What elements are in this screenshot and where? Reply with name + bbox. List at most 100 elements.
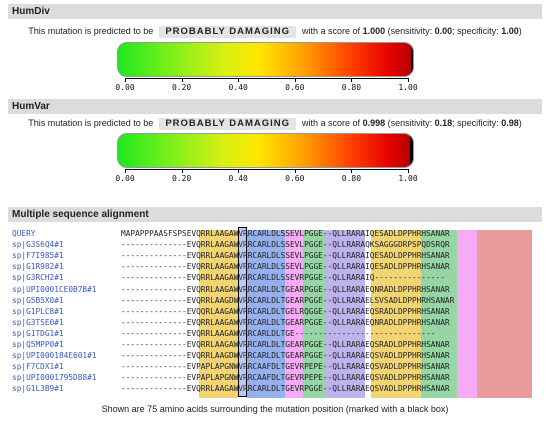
humdiv-header: HumDiv — [8, 4, 542, 19]
humdiv-tick-mark — [408, 78, 409, 82]
msa-sequence-link[interactable]: sp|G1L3B9#1 — [12, 384, 64, 394]
msa-color-band-cys — [285, 230, 303, 398]
msa-color-band-polar-2 — [421, 230, 457, 398]
msa-color-band-positive — [247, 230, 285, 398]
humvar-tick-mark — [238, 169, 240, 173]
humvar-score-marker — [410, 134, 413, 167]
msa-color-band-acidic — [457, 230, 477, 398]
msa-sequence: --------------EVQRRLAAGAWVRRCARLDLSSEVLP… — [121, 262, 450, 272]
humdiv-tick-label: 1.00 — [398, 83, 418, 92]
msa-sequence-link[interactable]: sp|G1R982#1 — [12, 262, 64, 272]
humdiv-title: HumDiv — [12, 6, 50, 17]
msa-sequence: --------------EVQRRLAAGAWVRRCARLDLTGEVRP… — [121, 384, 450, 394]
humvar-tick-mark — [408, 169, 409, 173]
humvar-tick-label: 0.80 — [341, 174, 362, 183]
humdiv-score: 1.000 — [362, 26, 386, 36]
humvar-sens-text: (sensitivity: — [387, 118, 433, 128]
humvar-tick-label: 0.40 — [228, 174, 248, 183]
humdiv-tick-mark — [294, 78, 296, 82]
msa-sequence-link[interactable]: sp|G3S6Q4#1 — [12, 240, 64, 250]
msa-sequence: --------------EVQRRLAAGAWVRRCARLDLTGEARP… — [121, 284, 450, 294]
humdiv-tick-label: 0.60 — [285, 83, 305, 92]
humdiv-close: ) — [518, 26, 522, 36]
msa-sequence-link[interactable]: sp|G1TDG1#1 — [12, 328, 64, 338]
msa-sequence: --------------EVQRRLAAGAWVRRCARLDLTGEARP… — [121, 317, 450, 327]
msa-sequence-link[interactable]: sp|UPI000184E601#1 — [12, 351, 97, 361]
humvar-tick-label: 0.20 — [171, 174, 192, 183]
msa-color-band-polar — [303, 230, 325, 398]
humvar-specificity: 0.98 — [501, 118, 519, 128]
humvar-prefix: This mutation is predicted to be — [28, 118, 154, 128]
msa-sequence: --------------EVPAPLAPGNWVRRCAAFDLTGEVRP… — [121, 373, 450, 383]
msa-sequence-link[interactable]: sp|G1PLC8#1 — [12, 306, 64, 316]
msa-header: Multiple sequence alignment — [8, 207, 542, 222]
humdiv-prediction-badge: PROBABLY DAMAGING — [159, 26, 297, 38]
humdiv-spec-text: ; specificity: — [452, 26, 499, 36]
humvar-prediction-line: This mutation is predicted to be PROBABLY… — [0, 117, 550, 130]
msa-sequence-link[interactable]: sp|F7I985#1 — [12, 251, 64, 261]
humdiv-tick-mark — [125, 78, 126, 82]
msa-title: Multiple sequence alignment — [12, 209, 149, 220]
msa-color-band-hydrophobic-2 — [371, 230, 421, 398]
humdiv-tick-mark — [181, 78, 183, 82]
humvar-tick-label: 1.00 — [398, 174, 418, 183]
msa-sequence-link[interactable]: sp|G3RCH2#1 — [12, 273, 64, 283]
msa-query-name: QUERY — [12, 229, 36, 238]
humdiv-specificity: 1.00 — [501, 26, 519, 36]
msa-sequence-link[interactable]: sp|G5B5X0#1 — [12, 295, 64, 305]
msa-sequence: --------------EVPAPLAPGNWVRRCAAFDLTGEVRP… — [121, 362, 450, 372]
humvar-header: HumVar — [8, 99, 542, 114]
humvar-close: ) — [518, 118, 522, 128]
humvar-prediction-badge: PROBABLY DAMAGING — [159, 118, 297, 130]
msa-sequence: MAPAPPPAASFSPSEVQRRLAAGAWVRRCARLDLSSEVLP… — [121, 229, 450, 238]
humdiv-prefix: This mutation is predicted to be — [28, 26, 154, 36]
humdiv-tick-label: 0.80 — [341, 83, 362, 92]
humdiv-tick-mark — [238, 78, 240, 82]
humvar-axis-line — [125, 169, 408, 170]
humvar-score: 0.998 — [362, 118, 386, 128]
humvar-tick-mark — [294, 169, 296, 173]
msa-color-band-gly — [325, 230, 365, 398]
msa-sequence-link[interactable]: sp|UPI0001795D88#1 — [12, 373, 97, 383]
humdiv-tick-label: 0.40 — [228, 83, 248, 92]
humdiv-tick-label: 0.20 — [171, 83, 192, 92]
humdiv-sens-text: (sensitivity: — [387, 26, 433, 36]
msa-footnote: Shown are 75 amino acids surrounding the… — [101, 404, 449, 414]
humvar-tick-mark — [181, 169, 183, 173]
msa-sequence-link[interactable]: sp|G3TSE0#1 — [12, 317, 64, 327]
humdiv-tick-label: 0.00 — [115, 83, 135, 92]
humvar-spec-text: ; specificity: — [452, 118, 499, 128]
msa-sequence: --------------EVQRRLAAGAWVRRCARLDLTGEARP… — [121, 340, 450, 349]
humdiv-axis-line — [125, 78, 408, 79]
msa-alignment: QUERY MAPAPPPAASFSPSEVQRRLAAGAWVRRCARLDLS… — [8, 229, 542, 400]
msa-sequence: --------------EVQRRLAAGAWVRRCARLDLSSEVLP… — [121, 240, 450, 250]
humdiv-tick-mark — [351, 78, 353, 82]
humvar-score-text: with a score of — [302, 118, 361, 128]
msa-sequence-link[interactable]: sp|F7CDX1#1 — [12, 362, 64, 372]
humdiv-score-axis: 0.00 0.20 0.40 0.60 0.80 1.00 — [0, 78, 550, 92]
humvar-score-gauge — [117, 133, 414, 168]
msa-sequence: --------------EVQRRLAAGAWVRRCARLDLSSEVLP… — [121, 251, 450, 261]
msa-sequence-link[interactable]: sp|Q5MPP0#1 — [12, 340, 64, 349]
humvar-score-axis: 0.00 0.20 0.40 0.60 0.80 1.00 — [0, 169, 550, 183]
humvar-tick-label: 0.00 — [115, 174, 135, 183]
humvar-tick-mark — [125, 169, 126, 173]
msa-color-band-hydrophobic — [199, 230, 238, 398]
humvar-tick-mark — [351, 169, 353, 173]
msa-sequence: --------------EVQRRLAAGDWVRRCARLDLTGEARP… — [121, 351, 450, 361]
msa-sequence: --------------EVQRRLAAGDWVRRCARLDLTGEARP… — [121, 295, 455, 305]
humdiv-score-text: with a score of — [302, 26, 361, 36]
humdiv-sensitivity: 0.00 — [434, 26, 453, 36]
msa-sequence: --------------EVQRRLAAGAWVRRCARLDLSSEVRP… — [121, 273, 445, 283]
humvar-sensitivity: 0.18 — [434, 118, 453, 128]
humvar-tick-label: 0.60 — [285, 174, 305, 183]
humdiv-score-gauge — [117, 42, 414, 77]
humdiv-score-marker — [411, 43, 413, 76]
msa-sequence: --------------EVQRRLAAGAWVRRCARLDLTGE---… — [121, 328, 436, 338]
msa-sequence-link[interactable]: sp|UPI0001CE0B7B#1 — [12, 284, 97, 294]
msa-color-band-charged — [477, 230, 532, 398]
humvar-title: HumVar — [12, 101, 50, 112]
mutation-position-box — [238, 227, 247, 397]
msa-sequence: --------------EVQQRLAAGAWVRRCARLDLTGELRQ… — [121, 306, 450, 316]
humdiv-prediction-line: This mutation is predicted to be PROBABLY… — [0, 25, 550, 38]
